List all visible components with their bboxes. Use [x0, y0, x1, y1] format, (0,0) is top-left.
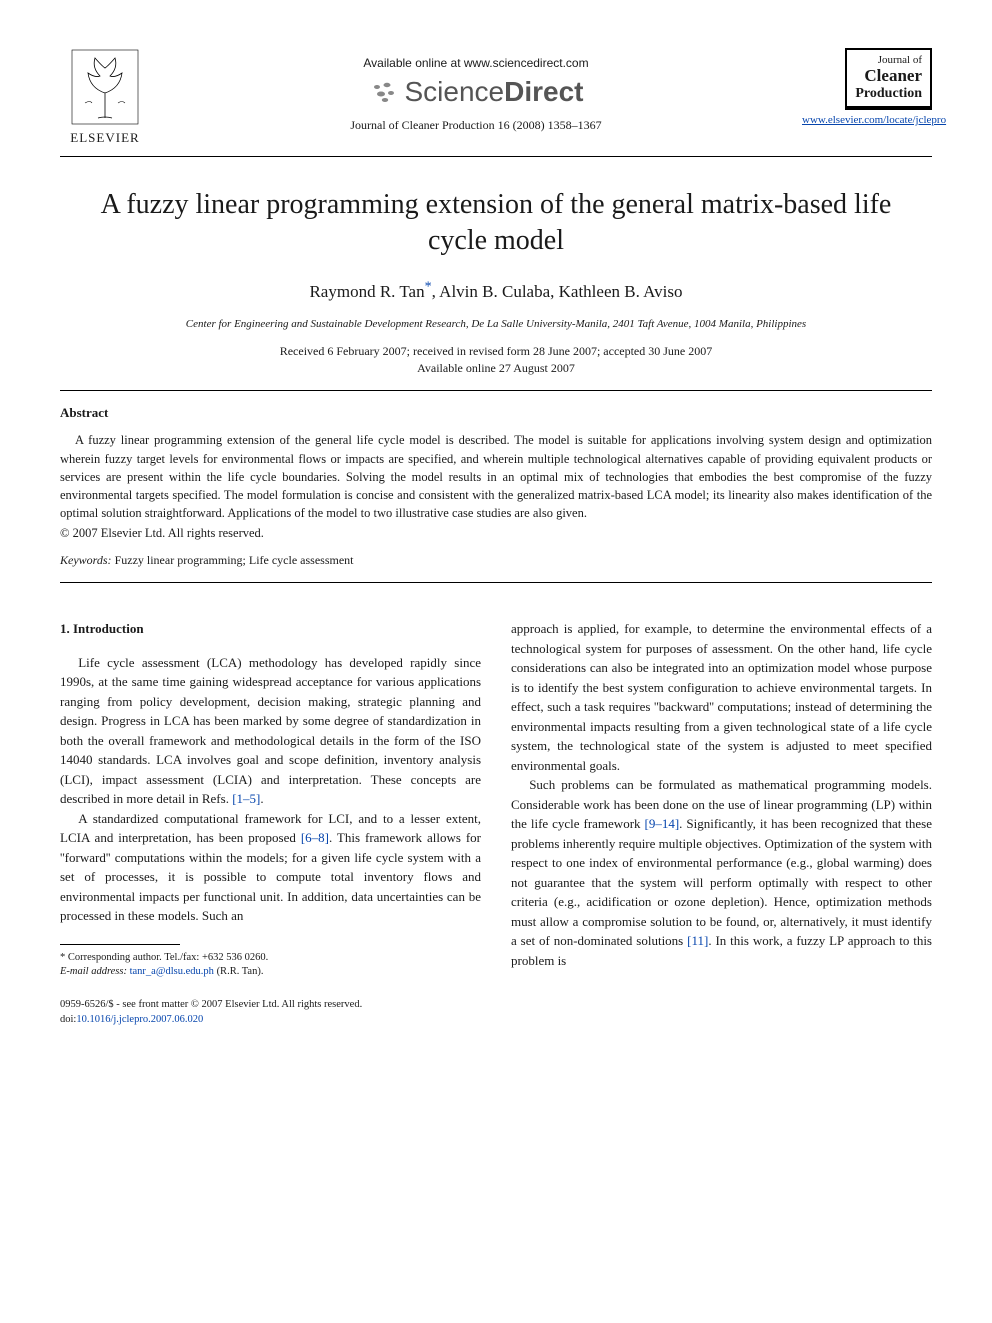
journal-logo-line1: Journal of — [855, 54, 922, 66]
email-label: E-mail address: — [60, 966, 127, 977]
journal-logo: Journal of Cleaner Production www.elsevi… — [802, 48, 932, 126]
center-header: Available online at www.sciencedirect.co… — [150, 48, 802, 133]
received-dates: Received 6 February 2007; received in re… — [60, 344, 932, 359]
email-suffix: (R.R. Tan). — [217, 966, 264, 977]
available-online-date: Available online 27 August 2007 — [60, 361, 932, 376]
affiliation: Center for Engineering and Sustainable D… — [60, 318, 932, 330]
publisher-name: ELSEVIER — [60, 130, 150, 146]
journal-logo-line3: Production — [855, 86, 922, 102]
keywords-text: Fuzzy linear programming; Life cycle ass… — [115, 553, 354, 567]
platform-name: ScienceDirect — [405, 76, 584, 108]
sciencedirect-icon — [369, 79, 399, 105]
doi-line: doi:10.1016/j.jclepro.2007.06.020 — [60, 1013, 932, 1028]
authors-line: Raymond R. Tan*, Alvin B. Culaba, Kathle… — [60, 280, 932, 303]
intro-para-1: Life cycle assessment (LCA) methodology … — [60, 653, 481, 809]
email-link[interactable]: tanr_a@dlsu.edu.ph — [130, 966, 214, 977]
email-line: E-mail address: tanr_a@dlsu.edu.ph (R.R.… — [60, 965, 481, 980]
article-title: A fuzzy linear programming extension of … — [80, 187, 912, 260]
abstract-heading: Abstract — [60, 405, 932, 421]
column-left: 1. Introduction Life cycle assessment (L… — [60, 619, 481, 980]
abstract-paragraph: A fuzzy linear programming extension of … — [60, 431, 932, 522]
doi-link[interactable]: 10.1016/j.jclepro.2007.06.020 — [76, 1014, 203, 1025]
intro-para-3: Such problems can be formulated as mathe… — [511, 775, 932, 970]
intro-para-2: A standardized computational framework f… — [60, 809, 481, 926]
page-footer: 0959-6526/$ - see front matter © 2007 El… — [60, 998, 932, 1027]
front-matter-line: 0959-6526/$ - see front matter © 2007 El… — [60, 998, 932, 1013]
journal-logo-line2: Cleaner — [855, 66, 922, 86]
ref-link-9-14[interactable]: [9–14] — [644, 816, 679, 831]
platform-logo: ScienceDirect — [150, 76, 802, 108]
corresponding-footnote: * Corresponding author. Tel./fax: +632 5… — [60, 951, 481, 980]
header-rule — [60, 156, 932, 157]
journal-citation: Journal of Cleaner Production 16 (2008) … — [150, 118, 802, 133]
keywords-line: Keywords: Fuzzy linear programming; Life… — [60, 553, 932, 568]
ref-link-1-5[interactable]: [1–5] — [232, 791, 260, 806]
abstract-copyright: © 2007 Elsevier Ltd. All rights reserved… — [60, 526, 932, 541]
body-columns: 1. Introduction Life cycle assessment (L… — [60, 619, 932, 980]
elsevier-tree-icon — [70, 48, 140, 126]
author-names: Raymond R. Tan*, Alvin B. Culaba, Kathle… — [309, 282, 682, 301]
footnote-separator — [60, 944, 180, 945]
keywords-label: Keywords: — [60, 553, 112, 567]
abstract-body: A fuzzy linear programming extension of … — [60, 431, 932, 522]
publisher-logo: ELSEVIER — [60, 48, 150, 146]
locate-link[interactable]: www.elsevier.com/locate/jclepro — [802, 114, 932, 126]
ref-link-11[interactable]: [11] — [687, 933, 708, 948]
page-header: ELSEVIER Available online at www.science… — [60, 48, 932, 146]
rule-above-abstract — [60, 390, 932, 391]
available-online-text: Available online at www.sciencedirect.co… — [150, 56, 802, 70]
corresponding-star-icon: * — [425, 280, 432, 295]
rule-below-keywords — [60, 582, 932, 583]
column-right: approach is applied, for example, to det… — [511, 619, 932, 980]
corresponding-author-line: * Corresponding author. Tel./fax: +632 5… — [60, 951, 481, 966]
ref-link-6-8[interactable]: [6–8] — [301, 830, 329, 845]
intro-para-2-cont: approach is applied, for example, to det… — [511, 619, 932, 775]
section-1-heading: 1. Introduction — [60, 619, 481, 639]
